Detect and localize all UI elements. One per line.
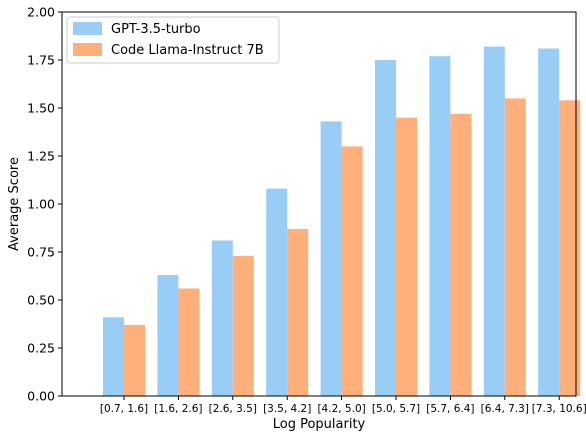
bar-gpt-3-5-turbo-7 xyxy=(483,46,505,397)
bar-code-llama-instruct-7b-6 xyxy=(450,113,472,396)
bars-group xyxy=(103,46,581,397)
bar-gpt-3-5-turbo-8 xyxy=(538,48,560,396)
bar-gpt-3-5-turbo-0 xyxy=(103,317,124,396)
legend-label-code-llama-instruct-7b: Code Llama-Instruct 7B xyxy=(111,43,264,58)
y-tick-label: 1.00 xyxy=(27,197,55,212)
y-tick-label: 2.00 xyxy=(27,5,55,20)
x-tick-label: [6.4, 7.3] xyxy=(481,403,529,415)
x-axis-label: Log Popularity xyxy=(273,417,366,432)
y-tick-label: 1.25 xyxy=(27,149,55,164)
x-tick-label: [1.6, 2.6] xyxy=(154,403,202,415)
x-tick-label: [4.2, 5.0] xyxy=(317,403,365,415)
x-tick-label: [7.3, 10.6] xyxy=(532,403,586,415)
bar-code-llama-instruct-7b-4 xyxy=(341,146,363,396)
bar-code-llama-instruct-7b-5 xyxy=(396,117,417,396)
x-axis-ticks: [0.7, 1.6] [1.6, 2.6] [2.6, 3.5] [3.5, 4.2]… xyxy=(100,396,586,415)
y-tick-label: 1.50 xyxy=(27,101,55,116)
legend: GPT-3.5-turbo Code Llama-Instruct 7B xyxy=(66,16,280,64)
legend-frame xyxy=(66,16,280,64)
x-tick-label: [5.0, 5.7] xyxy=(372,403,420,415)
bar-gpt-3-5-turbo-4 xyxy=(320,121,342,396)
bar-gpt-3-5-turbo-6 xyxy=(429,56,451,396)
bar-code-llama-instruct-7b-1 xyxy=(178,288,200,396)
bar-gpt-3-5-turbo-3 xyxy=(266,188,288,396)
legend-swatch-gpt-3-5-turbo xyxy=(73,22,102,35)
bar-code-llama-instruct-7b-8 xyxy=(559,100,581,396)
bar-code-llama-instruct-7b-0 xyxy=(124,324,145,396)
y-tick-label: 0.75 xyxy=(27,245,55,260)
y-tick-label: 0.25 xyxy=(27,341,55,356)
x-tick-label: [5.7, 6.4] xyxy=(426,403,474,415)
x-tick-label: [0.7, 1.6] xyxy=(100,403,148,415)
y-tick-label: 0.00 xyxy=(27,389,55,404)
bar-code-llama-instruct-7b-3 xyxy=(287,228,309,396)
bar-code-llama-instruct-7b-7 xyxy=(504,98,526,397)
legend-label-gpt-3-5-turbo: GPT-3.5-turbo xyxy=(111,22,201,37)
x-tick-label: [3.5, 4.2] xyxy=(263,403,311,415)
y-tick-label: 0.50 xyxy=(27,293,55,308)
x-tick-label: [2.6, 3.5] xyxy=(209,403,257,415)
y-tick-label: 1.75 xyxy=(27,53,55,68)
bar-gpt-3-5-turbo-2 xyxy=(211,240,233,396)
bar-gpt-3-5-turbo-1 xyxy=(157,275,179,396)
bar-gpt-3-5-turbo-5 xyxy=(375,60,396,396)
legend-swatch-code-llama-instruct-7b xyxy=(73,43,102,56)
y-axis-ticks: 0.00 0.25 0.50 0.75 1.00 1.25 1.50 1.75 2.00 xyxy=(27,5,62,404)
plot-frame xyxy=(61,11,577,397)
y-axis-label: Average Score xyxy=(7,157,22,251)
bar-code-llama-instruct-7b-2 xyxy=(232,255,254,396)
